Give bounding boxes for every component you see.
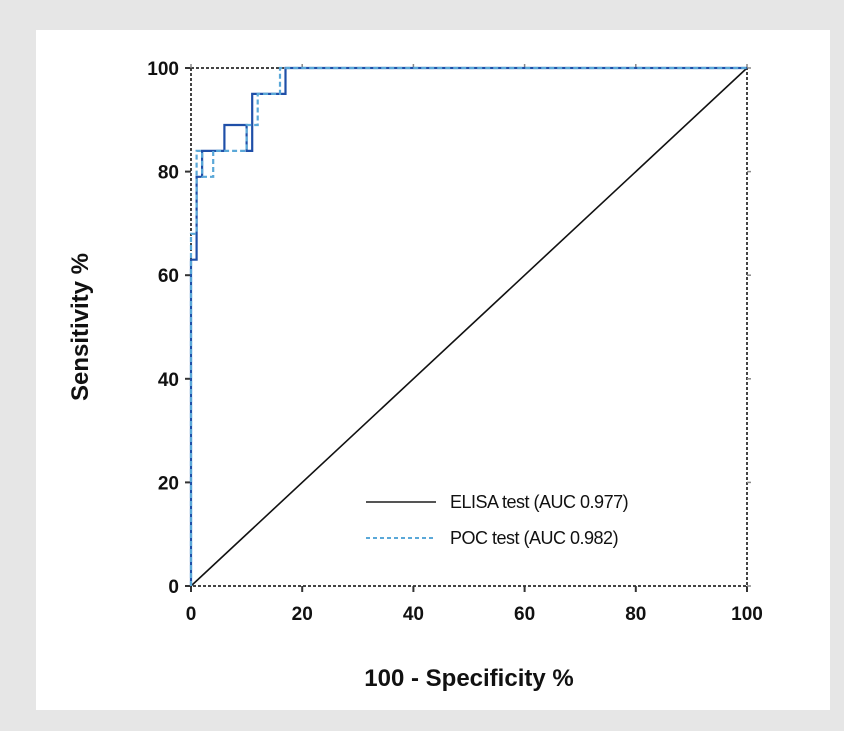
legend-label-poc: POC test (AUC 0.982)	[450, 528, 618, 548]
y-tick-label: 40	[158, 370, 179, 391]
x-tick-label: 40	[403, 604, 424, 625]
x-tick-label: 80	[625, 604, 646, 625]
roc-chart: 0 20 40 60 80 100 0 20 40 60 80 100 100 - Specifici…	[67, 59, 763, 692]
x-axis-label: 100 - Specificity %	[364, 665, 573, 692]
x-tick-label: 0	[186, 604, 197, 625]
y-tick-label: 60	[158, 266, 179, 287]
y-tick-label: 20	[158, 473, 179, 494]
legend: ELISA test (AUC 0.977) POC test (AUC 0.98…	[366, 492, 629, 548]
y-axis-label: Sensitivity %	[67, 253, 94, 401]
x-tick-label: 60	[514, 604, 535, 625]
figure-panel: 0 20 40 60 80 100 0 20 40 60 80 100 100 - Specifici…	[36, 30, 830, 710]
legend-label-elisa: ELISA test (AUC 0.977)	[450, 492, 628, 512]
x-tick-label: 20	[292, 604, 313, 625]
y-tick-label: 80	[158, 163, 179, 184]
poc-series-line	[189, 66, 747, 586]
y-tick-label: 0	[168, 577, 179, 598]
reference-diagonal-line	[190, 67, 748, 587]
y-tick-label: 100	[147, 59, 179, 80]
x-tick-label: 100	[731, 604, 763, 625]
